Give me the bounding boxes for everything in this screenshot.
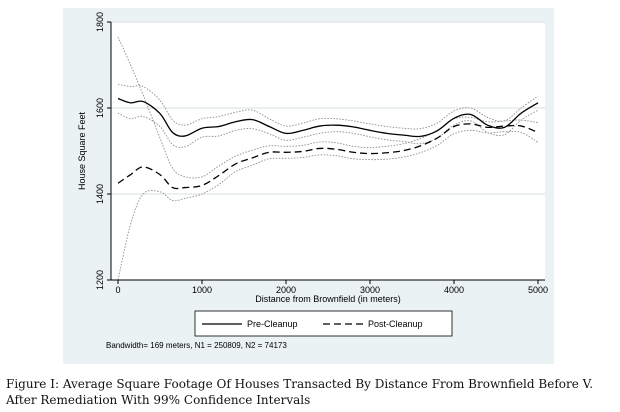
legend: Pre-Cleanup Post-Cleanup xyxy=(194,310,453,337)
x-tick-label: 4000 xyxy=(444,285,464,295)
pre-cleanup-upper-99-ci-line xyxy=(117,83,539,130)
post-cleanup-upper-99-ci-line xyxy=(117,36,539,179)
legend-label-pre-cleanup: Pre-Cleanup xyxy=(247,319,298,329)
x-tick-label: 2000 xyxy=(276,285,296,295)
pre-cleanup-lower-99-ci-line xyxy=(117,109,539,148)
pre-cleanup-line xyxy=(117,97,539,138)
confidence-bands xyxy=(117,36,539,281)
chart-note: Bandwidth= 169 meters, N1 = 250809, N2 =… xyxy=(106,341,287,350)
y-tick-label: 1200 xyxy=(95,270,105,290)
line-chart: 0 1000 2000 3000 4000 5000 1200 1400 1600 1800 D… xyxy=(77,12,548,350)
caption-line-1: Figure I: Average Square Footage Of Hous… xyxy=(6,377,594,391)
post-cleanup-line xyxy=(117,123,539,190)
x-tick-label: 1000 xyxy=(192,285,212,295)
caption-line-2: After Remediation With 99% Confidence In… xyxy=(6,393,311,407)
y-ticks: 1200 1400 1600 1800 xyxy=(95,12,111,290)
series-lines xyxy=(117,97,539,190)
x-ticks: 0 1000 2000 3000 4000 5000 xyxy=(115,280,548,295)
plot-area xyxy=(111,22,545,280)
x-axis-label: Distance from Brownfield (in meters) xyxy=(255,294,401,304)
x-tick-label: 3000 xyxy=(360,285,380,295)
y-tick-label: 1800 xyxy=(95,12,105,32)
y-axis-label: House Square Feet xyxy=(77,111,87,190)
y-tick-label: 1600 xyxy=(95,98,105,118)
x-tick-label: 0 xyxy=(115,285,120,295)
legend-label-post-cleanup: Post-Cleanup xyxy=(368,319,423,329)
figure-caption: Figure I: Average Square Footage Of Hous… xyxy=(6,376,618,408)
x-tick-label: 5000 xyxy=(528,285,548,295)
figure-panel: 0 1000 2000 3000 4000 5000 1200 1400 1600 1800 D… xyxy=(63,8,554,364)
post-cleanup-lower-99-ci-line xyxy=(117,129,539,281)
y-tick-label: 1400 xyxy=(95,184,105,204)
